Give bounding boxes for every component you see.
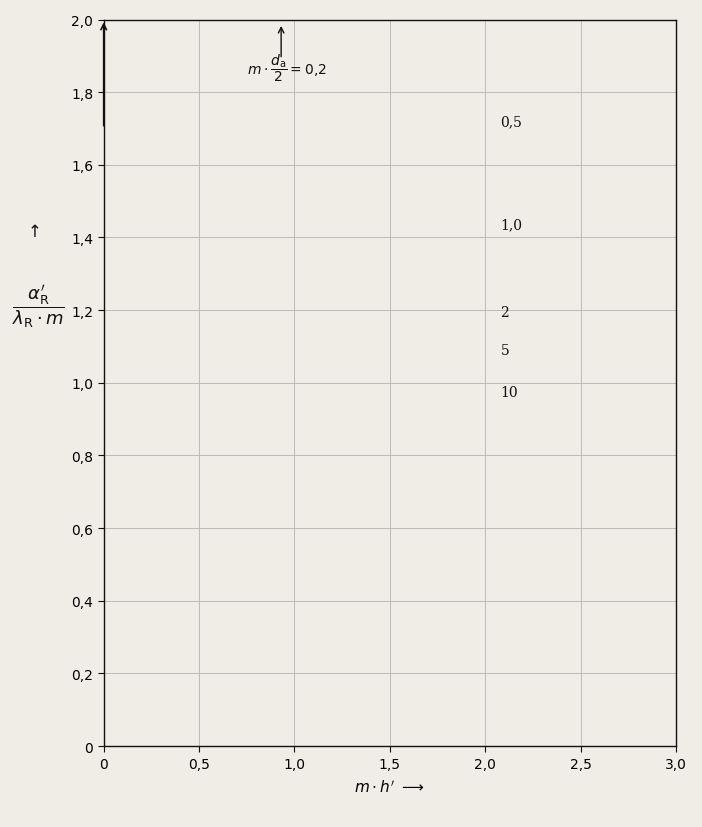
Text: 5: 5	[501, 344, 509, 357]
Text: 0,5: 0,5	[501, 115, 522, 129]
Text: $\dfrac{\alpha_{\mathrm{R}}^{\prime}}{\lambda_{\mathrm{R}} \cdot m}$: $\dfrac{\alpha_{\mathrm{R}}^{\prime}}{\l…	[12, 283, 65, 329]
Text: $\uparrow$: $\uparrow$	[24, 222, 39, 241]
Text: 10: 10	[501, 385, 518, 399]
Text: $m \cdot \dfrac{d_{\mathrm{a}}}{2} = 0{,}2$: $m \cdot \dfrac{d_{\mathrm{a}}}{2} = 0{,…	[247, 52, 326, 84]
Text: 1,0: 1,0	[501, 218, 522, 232]
Text: 2: 2	[501, 306, 509, 319]
X-axis label: $m \cdot h'\ \longrightarrow$: $m \cdot h'\ \longrightarrow$	[355, 779, 425, 796]
